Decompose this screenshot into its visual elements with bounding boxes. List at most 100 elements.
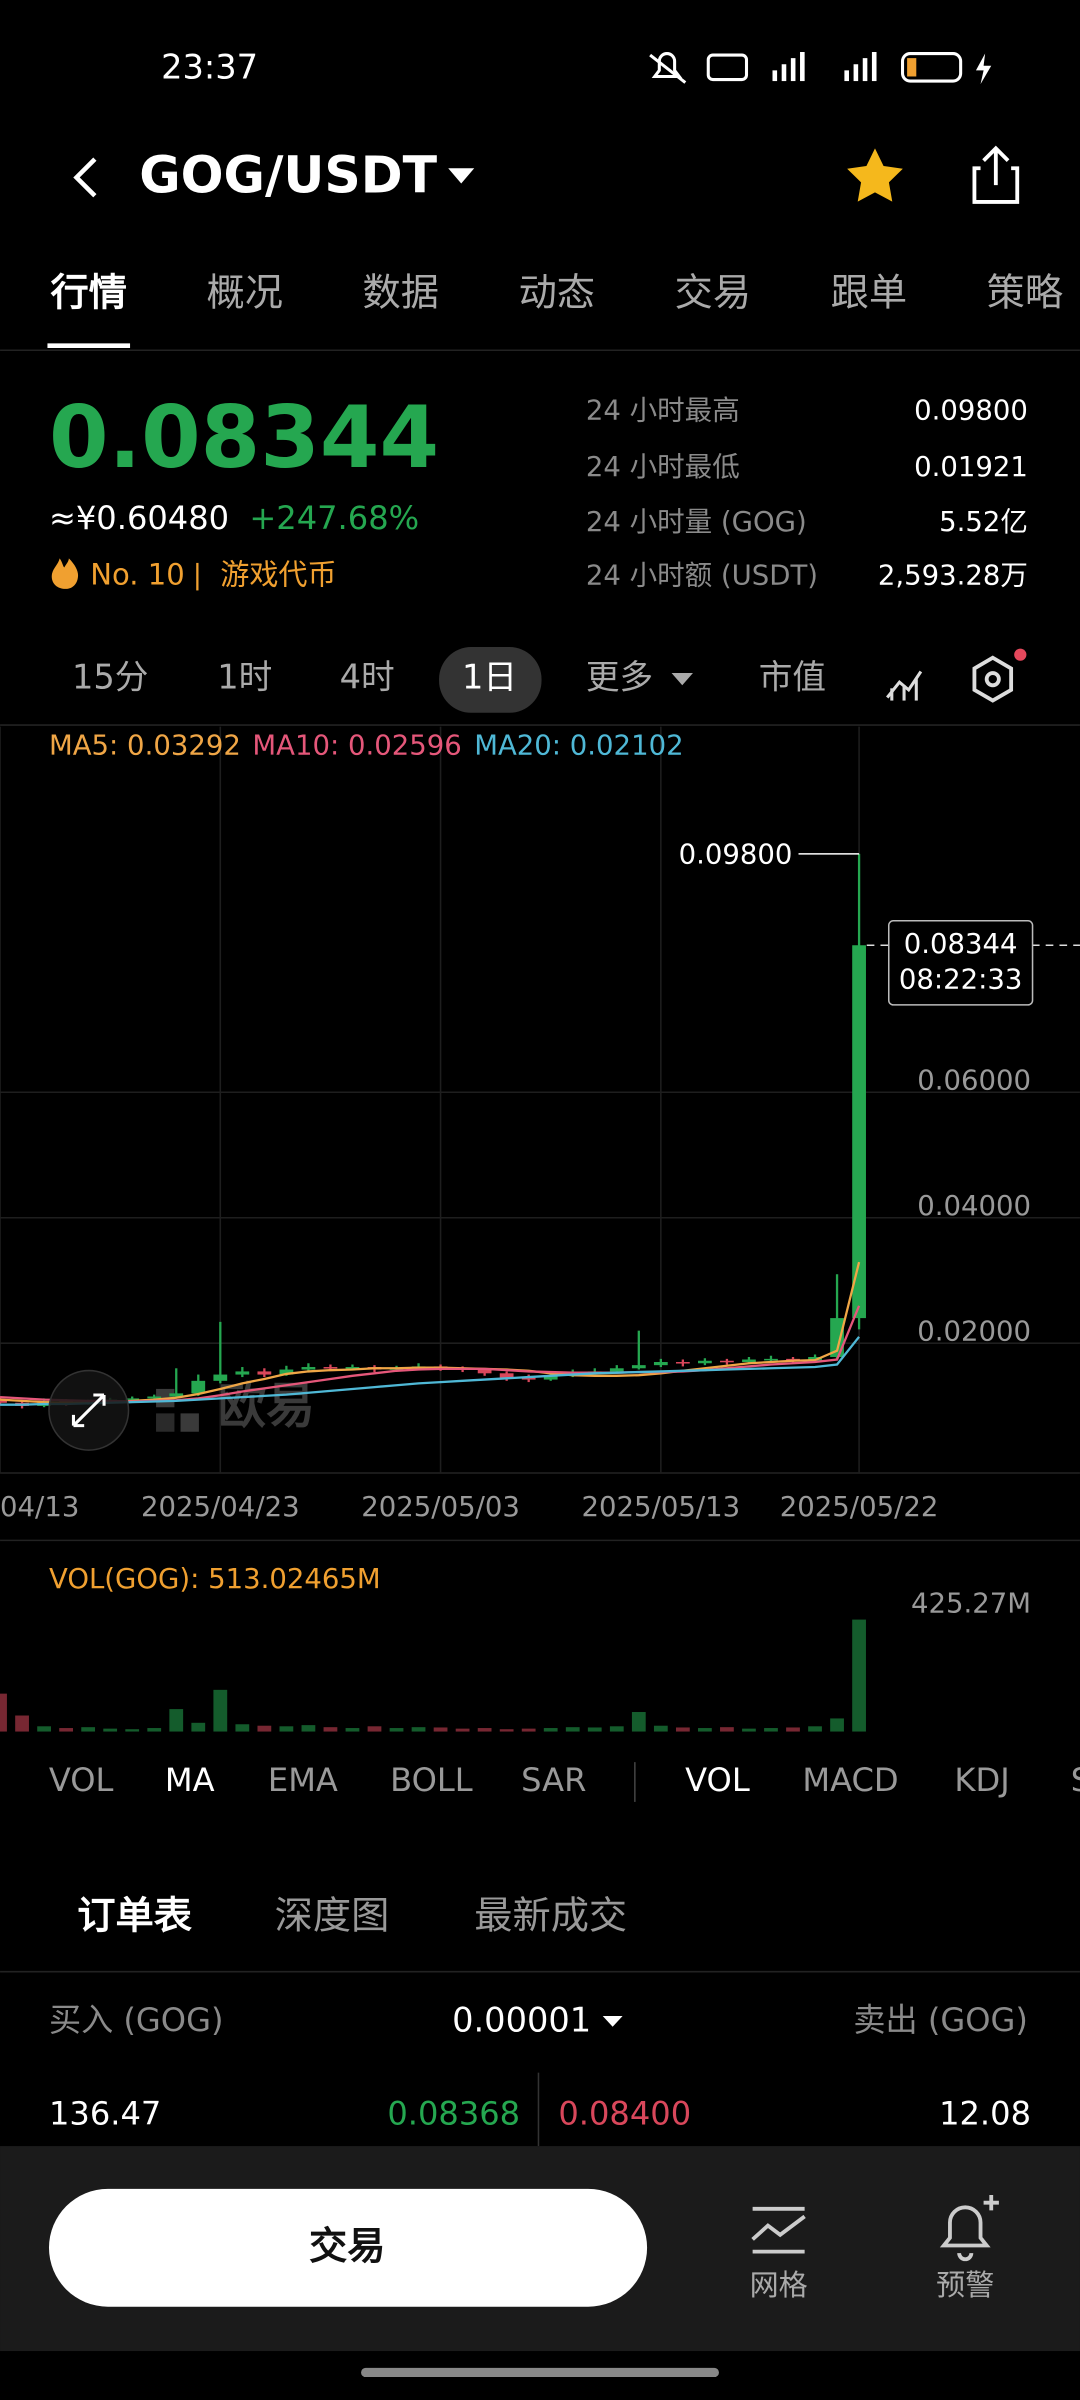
tab[interactable]: 动态 xyxy=(519,272,595,316)
interval-option[interactable]: 1日 xyxy=(462,658,517,697)
indicator-tab[interactable]: SAR xyxy=(521,1761,586,1799)
tab[interactable]: 数据 xyxy=(363,272,439,316)
stat-value: 2,593.28万 xyxy=(878,560,1028,592)
volume-legend: VOL(GOG): 513.02465M xyxy=(49,1563,381,1595)
stat-value: 0.09800 xyxy=(914,394,1028,426)
volume-bar xyxy=(675,1727,690,1732)
alert-label: 预警 xyxy=(936,2268,994,2302)
more-dropdown[interactable] xyxy=(671,673,693,686)
alert-icon[interactable] xyxy=(939,2195,999,2262)
y-tick-label: 0.06000 xyxy=(917,1065,1031,1097)
candle-body xyxy=(675,1362,690,1364)
tab[interactable]: 交易 xyxy=(675,272,751,316)
volume-bar xyxy=(301,1725,316,1732)
share-button[interactable] xyxy=(972,145,1020,204)
ma-line xyxy=(0,1336,860,1406)
candle-body xyxy=(257,1371,272,1375)
candle-body xyxy=(830,1318,844,1357)
indicator-tab[interactable]: VOL xyxy=(685,1761,750,1799)
interval-option[interactable]: 4时 xyxy=(340,658,395,697)
interval-option[interactable]: 15分 xyxy=(72,658,148,697)
tab[interactable]: 跟单 xyxy=(831,272,907,316)
candle-body xyxy=(808,1356,822,1361)
volume-bar xyxy=(830,1718,844,1732)
indicator-tab[interactable]: BOLL xyxy=(390,1761,473,1799)
volume-bar xyxy=(631,1712,646,1732)
volume-bar xyxy=(411,1727,426,1732)
buy-header: 买入 (GOG) xyxy=(49,2001,224,2039)
ask-price: 0.08400 xyxy=(558,2094,691,2132)
indicator-tab[interactable]: EMA xyxy=(268,1761,338,1799)
trade-button[interactable] xyxy=(48,2188,648,2307)
orderbook-tab[interactable]: 深度图 xyxy=(275,1895,390,1939)
volume-bar xyxy=(808,1726,822,1732)
interval-option[interactable]: 1时 xyxy=(217,658,272,697)
favorite-star[interactable] xyxy=(847,148,903,202)
stat-value: 0.01921 xyxy=(914,451,1028,483)
last-price: 0.08344 xyxy=(49,388,439,488)
stat-label: 24 小时最低 xyxy=(586,451,740,483)
indicator-tab[interactable]: MA xyxy=(165,1761,215,1799)
status-icons xyxy=(649,52,992,85)
cny-price: ≈¥0.60480 xyxy=(49,499,229,537)
volume-bar xyxy=(0,1693,7,1732)
volume-bar xyxy=(852,1619,866,1732)
clock: 23:37 xyxy=(161,47,258,86)
y-tick-label: 0.04000 xyxy=(917,1190,1031,1222)
volume-bar xyxy=(455,1728,470,1732)
candle-body xyxy=(698,1360,712,1364)
high-annotation: 0.09800 xyxy=(679,838,793,870)
volume-bar xyxy=(213,1689,228,1732)
volume-bar xyxy=(59,1728,74,1732)
trade-label: 交易 xyxy=(309,2225,385,2269)
volume-bar xyxy=(279,1726,294,1732)
volume-bar xyxy=(477,1728,492,1732)
volume-bar xyxy=(698,1728,712,1732)
expand-icon xyxy=(71,1393,106,1428)
tab[interactable]: 策略 xyxy=(987,272,1063,316)
change-percent: +247.68% xyxy=(249,499,419,537)
settings-icon[interactable] xyxy=(972,655,1014,703)
interval-option[interactable]: 更多 xyxy=(586,658,653,697)
legend-entry: MA5: 0.03292 xyxy=(49,729,241,761)
candle-body xyxy=(852,945,866,1319)
back-button[interactable] xyxy=(73,157,97,198)
candle-body xyxy=(742,1359,756,1363)
indicator-tab[interactable]: VOL xyxy=(49,1761,114,1799)
precision: 0.00001 xyxy=(452,2001,591,2040)
indicator-icon[interactable] xyxy=(886,670,923,701)
volume-tick-label: 425.27M xyxy=(911,1587,1031,1619)
candle-body xyxy=(147,1396,162,1399)
indicator-tab[interactable]: MACD xyxy=(802,1761,898,1799)
candle-body xyxy=(543,1375,558,1380)
candle-body xyxy=(499,1373,514,1378)
volume-bar xyxy=(147,1728,162,1732)
indicator-tab[interactable]: KDJ xyxy=(954,1761,1009,1799)
tab[interactable]: 行情 xyxy=(51,272,127,316)
orderbook-tab[interactable]: 最新成交 xyxy=(474,1895,627,1939)
pair-dropdown[interactable] xyxy=(448,168,475,184)
legend-entry: MA20: 0.02102 xyxy=(474,729,683,761)
grid-icon[interactable] xyxy=(751,2206,806,2254)
candle-body xyxy=(169,1393,184,1397)
indicator-tab[interactable]: StochRSI xyxy=(1071,1761,1080,1799)
candle-body xyxy=(213,1374,228,1381)
tab[interactable]: 概况 xyxy=(207,272,283,316)
volume-bar xyxy=(323,1727,338,1732)
precision-dropdown[interactable] xyxy=(602,2016,623,2027)
volume-bar xyxy=(433,1727,448,1732)
x-tick-label: 2025/05/22 xyxy=(780,1491,939,1523)
interval-option[interactable]: 市值 xyxy=(759,658,826,697)
orderbook-tab[interactable]: 订单表 xyxy=(77,1895,192,1939)
volume-bar xyxy=(367,1726,382,1732)
volume-bar xyxy=(257,1725,272,1732)
volume-bar xyxy=(191,1722,206,1732)
x-tick-label: 2025/05/03 xyxy=(361,1491,520,1523)
watermark-logo xyxy=(180,1413,199,1432)
volume-bar xyxy=(609,1726,624,1732)
bid-price: 0.08368 xyxy=(387,2094,520,2132)
last-price-time: 08:22:33 xyxy=(899,963,1023,995)
